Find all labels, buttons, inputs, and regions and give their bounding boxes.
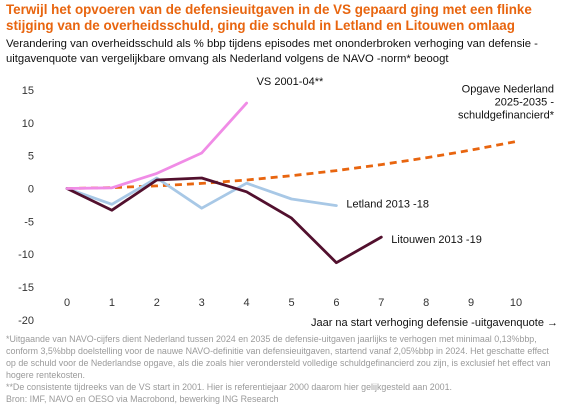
footnote-1: *Uitgaande van NAVO-cijfers dient Nederl…: [6, 334, 551, 381]
series-label: VS 2001-04**: [257, 76, 324, 88]
x-tick-label: 4: [244, 297, 250, 309]
y-tick-label: -15: [18, 282, 34, 294]
x-tick-label: 6: [333, 297, 339, 309]
y-tick-label: 0: [28, 184, 34, 196]
x-tick-label: 8: [423, 297, 429, 309]
x-axis-label: Jaar na start verhoging defensie -uitgav…: [311, 317, 558, 329]
series-line-0: [65, 101, 249, 190]
y-tick-label: -5: [24, 216, 34, 228]
y-tick-label: -10: [18, 249, 34, 261]
chart-subtitle: Verandering van overheidsschuld als % bb…: [6, 38, 538, 65]
x-tick-label: 5: [288, 297, 294, 309]
x-tick-label: 9: [468, 297, 474, 309]
footnotes: *Uitgaande van NAVO-cijfers dient Nederl…: [6, 333, 558, 406]
x-tick-label: 7: [378, 297, 384, 309]
series-line-1: [65, 176, 338, 210]
series-label: schuldgefinancierd*: [458, 110, 555, 122]
footnote-2: **De consistente tijdreeks van de VS sta…: [6, 382, 452, 393]
series-labels: VS 2001-04** Letland 2013 -18 Litouwen 201…: [257, 76, 555, 246]
x-tick-label: 0: [64, 297, 70, 309]
series-label: 2025-2035 -: [495, 97, 555, 109]
y-tick-label: 15: [22, 85, 34, 97]
x-tick-label: 2: [154, 297, 160, 309]
series-line-2: [65, 176, 383, 265]
y-tick-label: -20: [18, 315, 34, 327]
series-label: Opgave Nederland: [462, 84, 554, 96]
x-tick-label: 1: [109, 297, 115, 309]
x-tick-label: 10: [510, 297, 522, 309]
series-label: Letland 2013 -18: [346, 199, 429, 211]
series-label: Litouwen 2013 -19: [391, 234, 482, 246]
chart-title: Terwijl het opvoeren van de defensieuitg…: [6, 2, 532, 33]
y-axis: 15 10 5 0 -5 -10 -15 -20: [18, 85, 34, 327]
footnote-3: Bron: IMF, NAVO en OESO via Macrobond, b…: [6, 394, 279, 405]
x-tick-label: 3: [199, 297, 205, 309]
series-group: [65, 101, 517, 265]
y-tick-label: 10: [22, 118, 34, 130]
y-tick-label: 5: [28, 151, 34, 163]
x-axis: 0 1 2 3 4 5 6 7 8 9 10: [64, 297, 522, 309]
